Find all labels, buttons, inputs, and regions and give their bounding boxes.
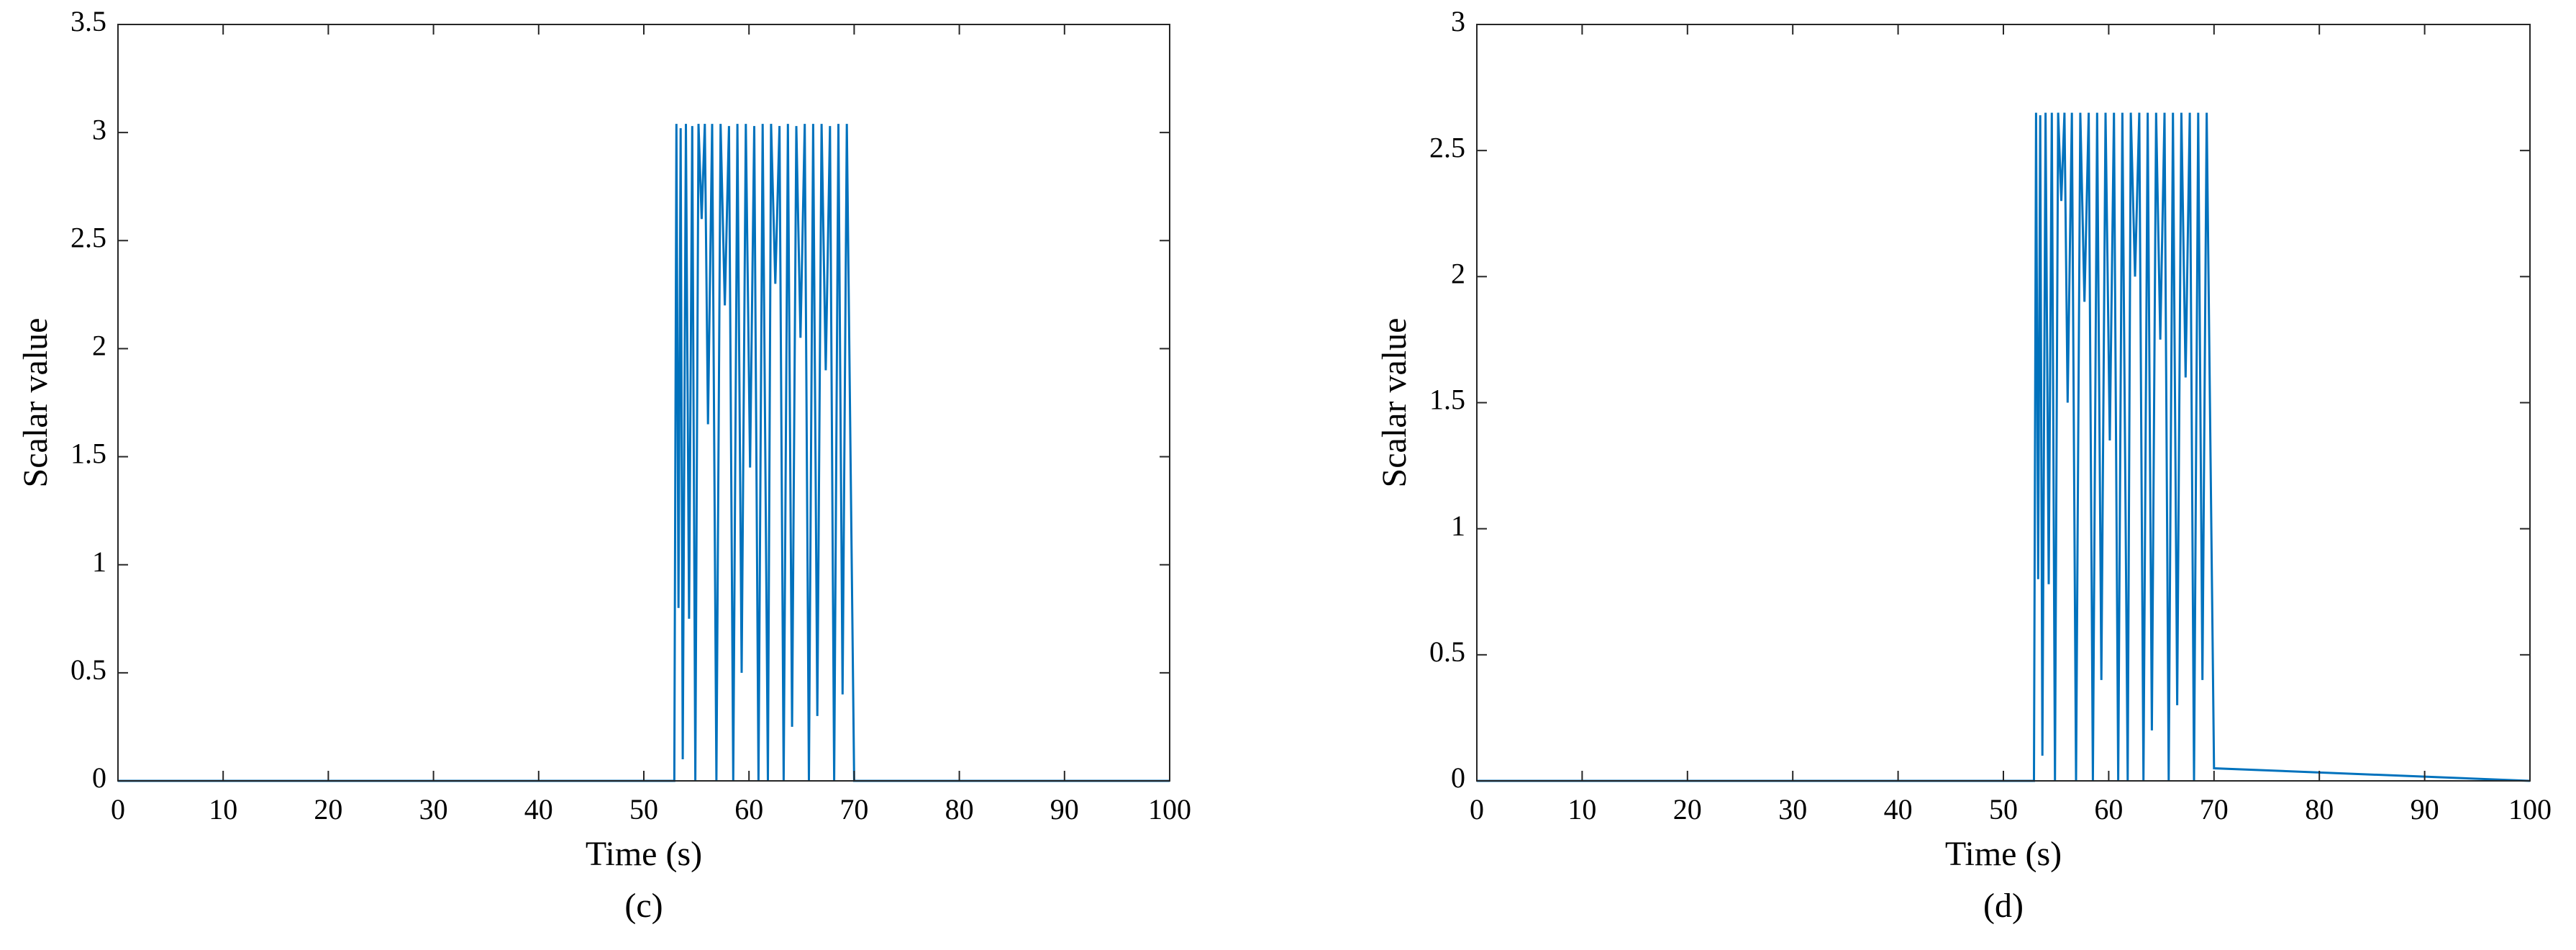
x-tick-label: 50 — [629, 793, 658, 825]
x-tick-label: 0 — [111, 793, 125, 825]
x-tick-label: 20 — [314, 793, 342, 825]
x-tick-label: 90 — [2411, 793, 2439, 825]
axes-box — [1476, 24, 2531, 782]
x-tick-label: 80 — [2305, 793, 2334, 825]
x-tick-label: 0 — [1470, 793, 1484, 825]
x-tick-label: 20 — [1673, 793, 1702, 825]
y-tick-label: 0.5 — [1429, 635, 1465, 668]
y-tick-label: 1.5 — [1429, 384, 1465, 416]
y-tick-label: 3 — [92, 113, 106, 145]
x-axis-label: Time (s) — [1945, 835, 2062, 873]
y-tick-label: 2 — [1451, 258, 1465, 290]
data-line — [1477, 112, 2531, 782]
x-tick-label: 30 — [419, 793, 448, 825]
x-tick-label: 80 — [945, 793, 974, 825]
axes-box — [117, 24, 1170, 782]
x-tick-label: 10 — [209, 793, 237, 825]
y-tick-label: 0 — [92, 761, 106, 794]
data-line — [118, 124, 1170, 782]
x-tick-label: 10 — [1567, 793, 1596, 825]
y-tick-label: 3 — [1451, 5, 1465, 37]
x-axis-label: Time (s) — [586, 835, 702, 873]
caption: (c) — [624, 887, 663, 925]
x-tick-label: 100 — [1148, 793, 1191, 825]
x-tick-label: 60 — [2094, 793, 2123, 825]
x-tick-label: 100 — [2508, 793, 2552, 825]
x-tick-label: 70 — [2200, 793, 2229, 825]
y-tick-label: 2.5 — [70, 221, 106, 253]
x-tick-label: 50 — [1989, 793, 2018, 825]
y-tick-label: 0 — [1451, 761, 1465, 794]
y-tick-label: 1 — [1451, 510, 1465, 542]
x-tick-label: 90 — [1050, 793, 1079, 825]
y-tick-label: 1.5 — [70, 438, 106, 470]
y-tick-label: 2 — [92, 330, 106, 362]
y-tick-label: 3.5 — [70, 5, 106, 37]
y-tick-label: 0.5 — [70, 653, 106, 686]
x-tick-label: 40 — [1884, 793, 1913, 825]
y-tick-label: 2.5 — [1429, 131, 1465, 163]
y-tick-label: 1 — [92, 546, 106, 578]
y-axis-label: Scalar value — [17, 318, 55, 488]
caption: (d) — [1983, 887, 2024, 925]
x-tick-label: 60 — [734, 793, 763, 825]
x-tick-label: 70 — [839, 793, 868, 825]
y-axis-label: Scalar value — [1375, 318, 1414, 488]
x-tick-label: 30 — [1778, 793, 1807, 825]
x-tick-label: 40 — [524, 793, 553, 825]
